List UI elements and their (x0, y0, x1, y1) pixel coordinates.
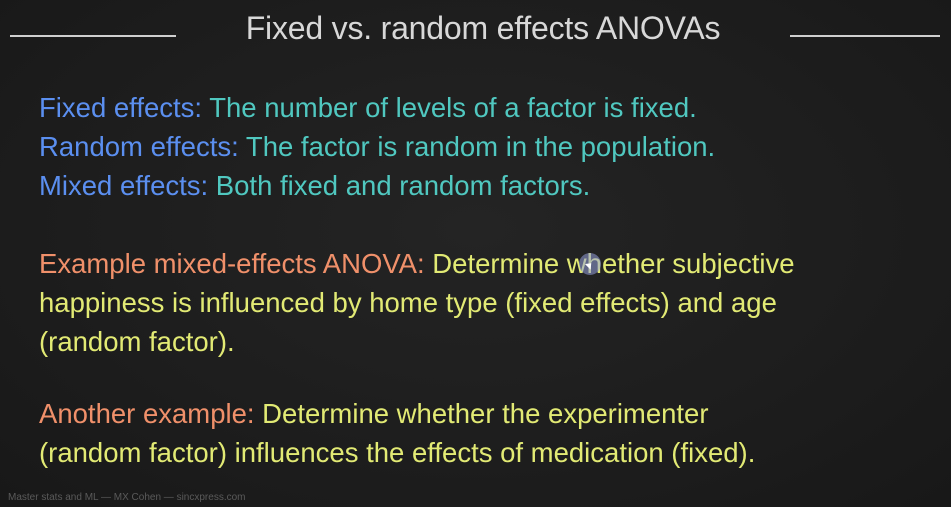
example1-text: Determine whether subjective (424, 248, 795, 279)
mouse-pointer-icon (579, 253, 601, 275)
example1-label: Example mixed-effects ANOVA: (39, 248, 425, 279)
definition-mixed: Mixed effects: Both fixed and random fac… (39, 166, 939, 205)
example2-text: Determine whether the experimenter (254, 398, 709, 429)
example1-line1: Example mixed-effects ANOVA: Determine w… (39, 244, 939, 283)
definition-fixed: Fixed effects: The number of levels of a… (39, 88, 939, 127)
title-row: Fixed vs. random effects ANOVAs (0, 8, 951, 58)
example1-line2: happiness is influenced by home type (fi… (39, 287, 777, 318)
example2-label: Another example: (39, 398, 255, 429)
term-label: Mixed effects: (39, 170, 209, 201)
definition-text: The number of levels of a factor is fixe… (202, 92, 697, 123)
title-rule-right (790, 35, 940, 37)
spacer (39, 361, 939, 394)
footer-credit: Master stats and ML — MX Cohen — sincxpr… (8, 492, 246, 503)
term-label: Random effects: (39, 131, 239, 162)
definition-text: The factor is random in the population. (238, 131, 716, 162)
slide-title: Fixed vs. random effects ANOVAs (245, 10, 721, 46)
spacer (39, 205, 939, 244)
slide-content: Fixed effects: The number of levels of a… (39, 88, 939, 472)
definition-text: Both fixed and random factors. (208, 170, 591, 201)
title-rule-left (10, 35, 176, 37)
term-label: Fixed effects: (39, 92, 203, 123)
example2-line1: Another example: Determine whether the e… (39, 394, 939, 433)
example2-line2: (random factor) influences the effects o… (39, 437, 756, 468)
example1-line3: (random factor). (39, 326, 235, 357)
definition-random: Random effects: The factor is random in … (39, 127, 939, 166)
